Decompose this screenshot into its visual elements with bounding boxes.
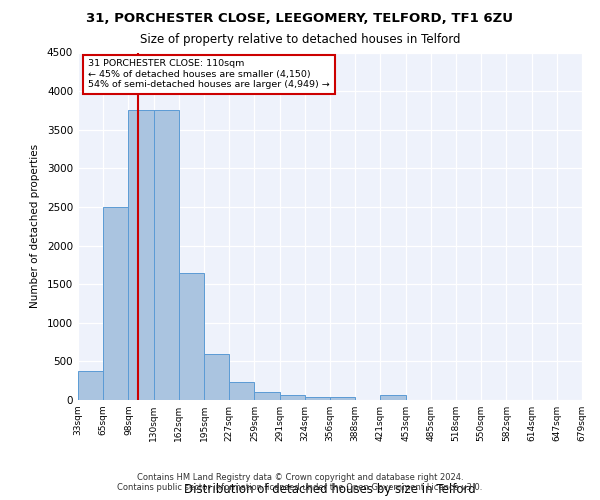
Bar xyxy=(128,110,154,400)
X-axis label: Distribution of detached houses by size in Telford: Distribution of detached houses by size … xyxy=(184,483,476,496)
Bar xyxy=(330,397,355,400)
Bar xyxy=(305,397,330,400)
Text: Contains HM Land Registry data © Crown copyright and database right 2024.
Contai: Contains HM Land Registry data © Crown c… xyxy=(118,473,482,492)
Bar xyxy=(103,207,128,400)
Bar xyxy=(254,392,280,400)
Text: Size of property relative to detached houses in Telford: Size of property relative to detached ho… xyxy=(140,32,460,46)
Bar xyxy=(380,396,406,400)
Text: 31, PORCHESTER CLOSE, LEEGOMERY, TELFORD, TF1 6ZU: 31, PORCHESTER CLOSE, LEEGOMERY, TELFORD… xyxy=(86,12,514,26)
Bar xyxy=(204,354,229,400)
Bar xyxy=(78,372,103,400)
Text: 31 PORCHESTER CLOSE: 110sqm
← 45% of detached houses are smaller (4,150)
54% of : 31 PORCHESTER CLOSE: 110sqm ← 45% of det… xyxy=(88,60,330,89)
Bar xyxy=(154,110,179,400)
Bar xyxy=(179,272,204,400)
Y-axis label: Number of detached properties: Number of detached properties xyxy=(30,144,40,308)
Bar xyxy=(229,382,254,400)
Bar xyxy=(280,396,305,400)
